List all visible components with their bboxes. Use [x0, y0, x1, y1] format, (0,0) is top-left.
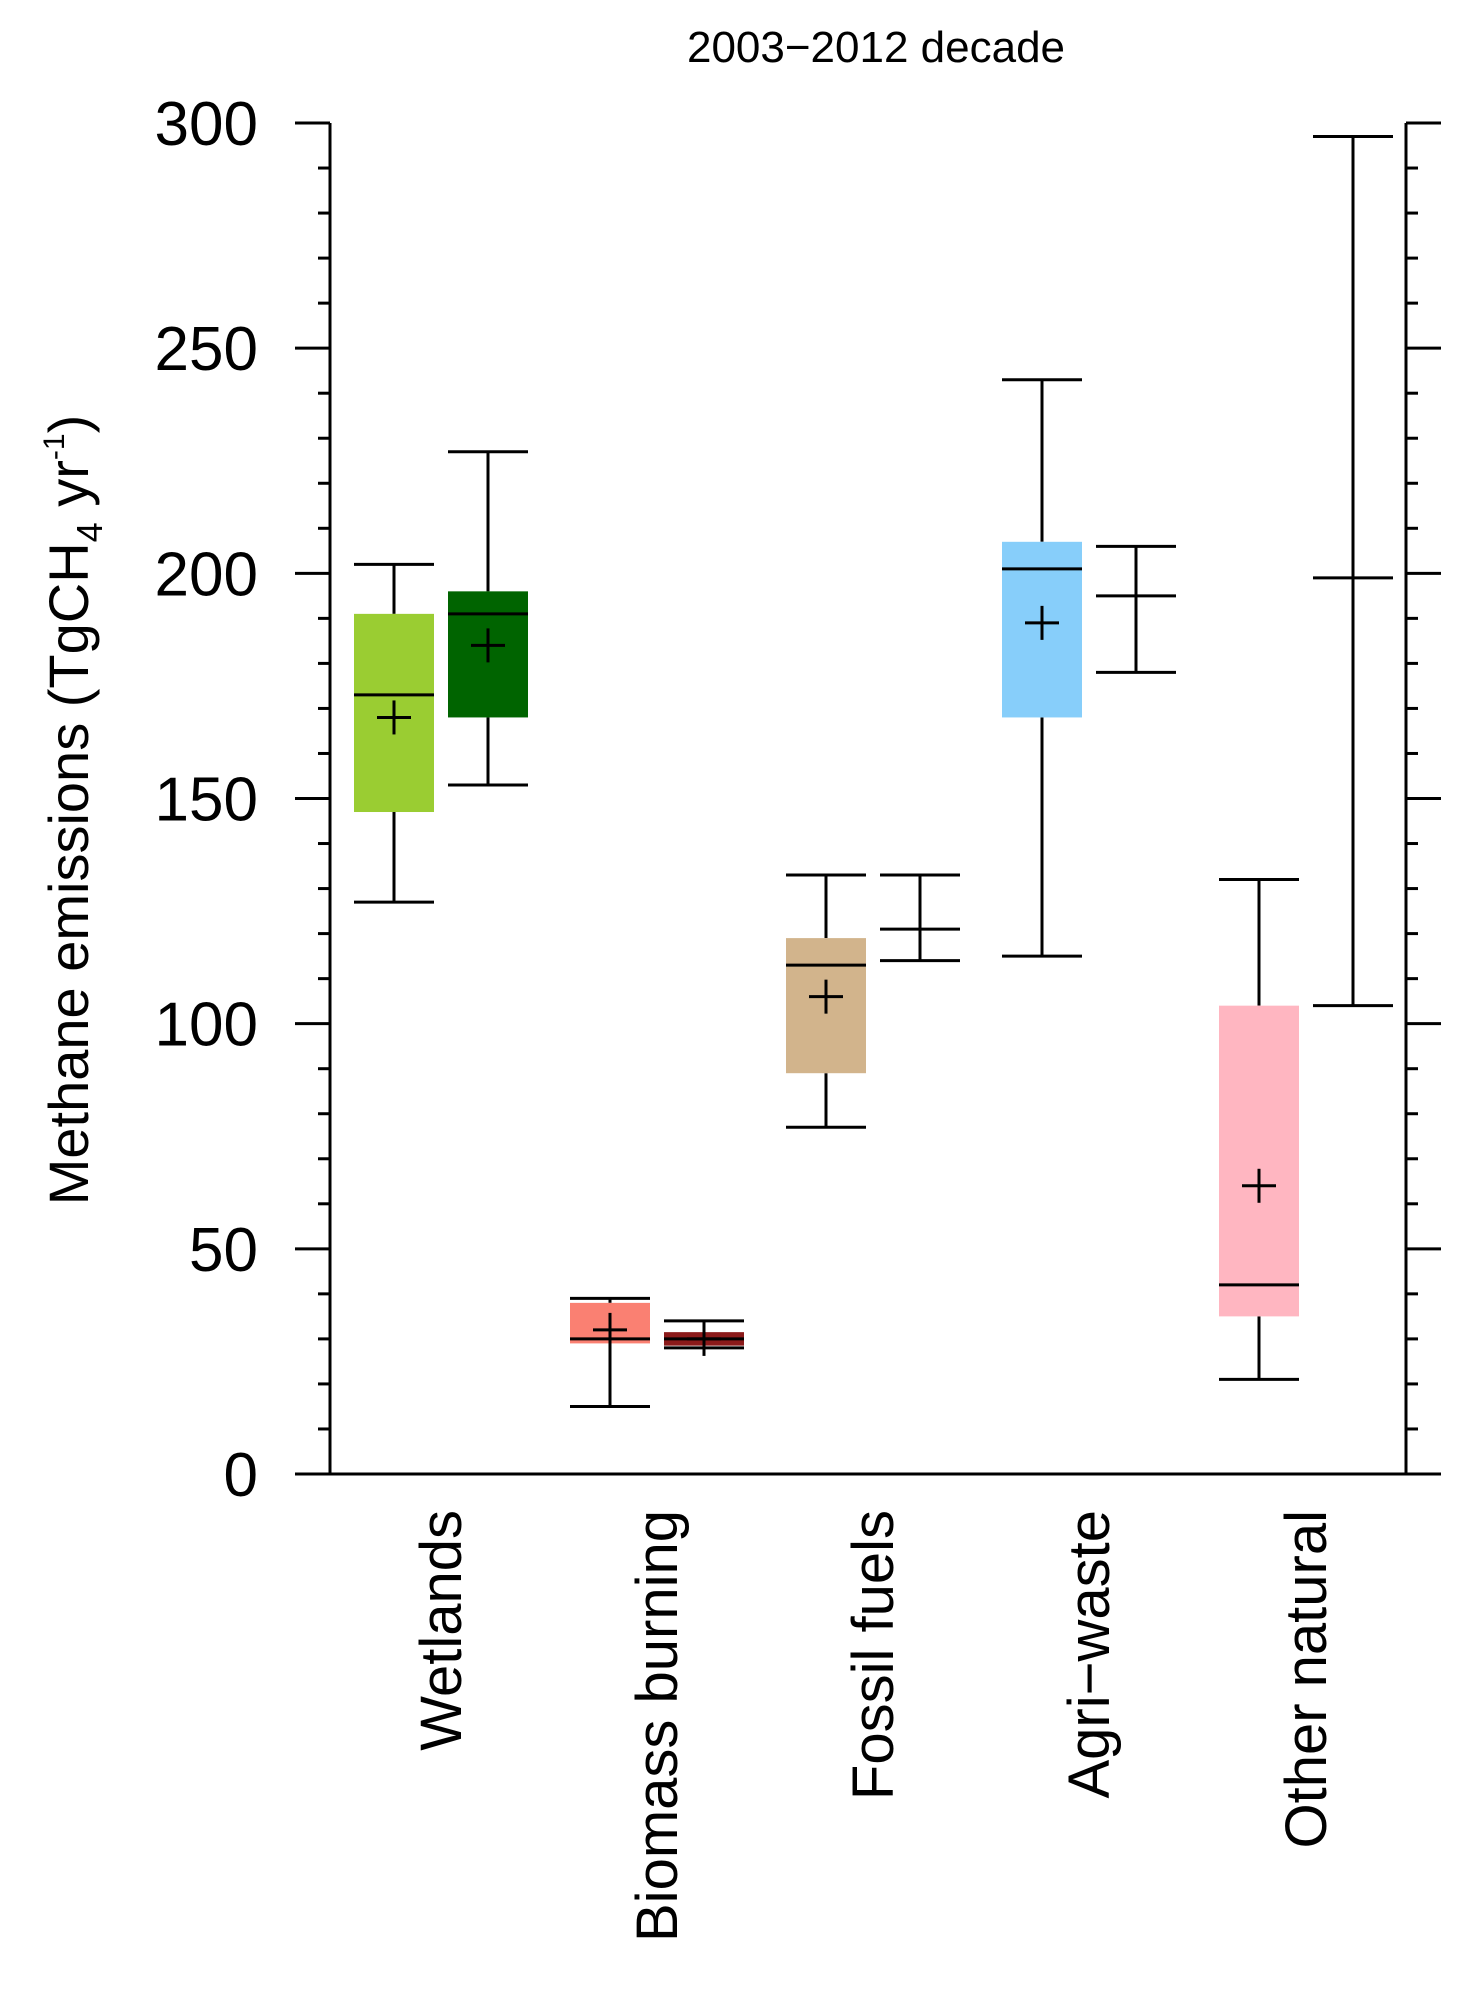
y-axis-label-subscript: 4: [69, 522, 110, 542]
x-category-label: Other natural: [1274, 1510, 1339, 1849]
y-tick-label: 150: [155, 766, 258, 835]
y-axis-label-end: ): [37, 415, 100, 434]
x-category-label: Biomass burning: [625, 1510, 690, 1942]
y-axis-label: Methane emissions (TgCH4 yr-1): [37, 415, 110, 1206]
chart-title: 2003−2012 decade: [687, 23, 1065, 72]
y-axis-label-middle: yr: [37, 460, 100, 522]
plot-area: 0 50 100 150 200 250 300 Wetlands Biomass burnin…: [155, 90, 1441, 1942]
y-tick-label: 200: [155, 540, 258, 609]
y-tick-label: 50: [189, 1216, 258, 1285]
x-category-label: Agri−waste: [1057, 1510, 1122, 1799]
x-category-label: Fossil fuels: [841, 1510, 906, 1800]
y-tick-label: 300: [155, 90, 258, 159]
y-axis-label-main: Methane emissions (TgCH: [37, 542, 100, 1205]
y-axis-label-superscript: -1: [38, 433, 71, 460]
y-tick-label: 0: [224, 1441, 258, 1510]
box-iqr: [1219, 1005, 1299, 1317]
y-tick-label: 100: [155, 991, 258, 1060]
y-tick-label: 250: [155, 315, 258, 384]
x-category-label: Wetlands: [409, 1510, 474, 1751]
